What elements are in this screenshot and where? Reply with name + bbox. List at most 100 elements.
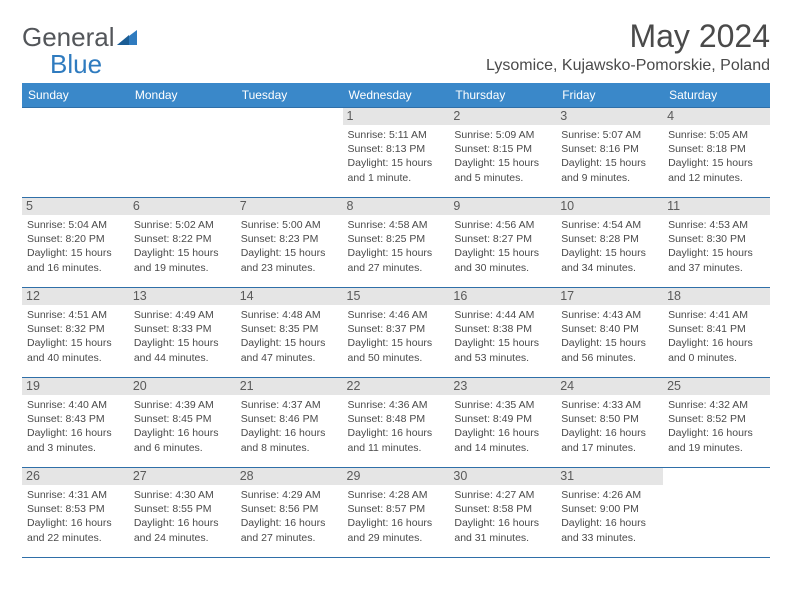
day-number: 19: [22, 378, 129, 395]
col-saturday: Saturday: [663, 83, 770, 108]
day-number: 22: [343, 378, 450, 395]
day-info: Sunrise: 4:43 AMSunset: 8:40 PMDaylight:…: [561, 308, 658, 365]
day-info: Sunrise: 4:51 AMSunset: 8:32 PMDaylight:…: [27, 308, 124, 365]
day-info: Sunrise: 4:58 AMSunset: 8:25 PMDaylight:…: [348, 218, 445, 275]
day-info: Sunrise: 4:49 AMSunset: 8:33 PMDaylight:…: [134, 308, 231, 365]
day-info: Sunrise: 4:26 AMSunset: 9:00 PMDaylight:…: [561, 488, 658, 545]
col-tuesday: Tuesday: [236, 83, 343, 108]
calendar-cell: 5 Sunrise: 5:04 AMSunset: 8:20 PMDaylight…: [22, 198, 129, 288]
brand-part2: Blue: [22, 49, 102, 79]
day-info: Sunrise: 4:39 AMSunset: 8:45 PMDaylight:…: [134, 398, 231, 455]
calendar-cell: 2 Sunrise: 5:09 AMSunset: 8:15 PMDaylight…: [449, 108, 556, 198]
day-number: 12: [22, 288, 129, 305]
day-number: 8: [343, 198, 450, 215]
day-info: Sunrise: 4:46 AMSunset: 8:37 PMDaylight:…: [348, 308, 445, 365]
day-info: Sunrise: 4:28 AMSunset: 8:57 PMDaylight:…: [348, 488, 445, 545]
day-info: Sunrise: 4:33 AMSunset: 8:50 PMDaylight:…: [561, 398, 658, 455]
day-info: Sunrise: 4:37 AMSunset: 8:46 PMDaylight:…: [241, 398, 338, 455]
day-number: 26: [22, 468, 129, 485]
calendar-cell: 12 Sunrise: 4:51 AMSunset: 8:32 PMDayligh…: [22, 288, 129, 378]
day-number: 21: [236, 378, 343, 395]
day-info: Sunrise: 4:32 AMSunset: 8:52 PMDaylight:…: [668, 398, 765, 455]
calendar-cell: 24 Sunrise: 4:33 AMSunset: 8:50 PMDayligh…: [556, 378, 663, 468]
calendar-cell: 25 Sunrise: 4:32 AMSunset: 8:52 PMDayligh…: [663, 378, 770, 468]
day-number: 2: [449, 108, 556, 125]
day-number: 5: [22, 198, 129, 215]
day-number: 9: [449, 198, 556, 215]
day-number: 4: [663, 108, 770, 125]
calendar-cell: 28 Sunrise: 4:29 AMSunset: 8:56 PMDayligh…: [236, 468, 343, 558]
calendar-cell: [22, 108, 129, 198]
day-number: 15: [343, 288, 450, 305]
calendar-cell: 22 Sunrise: 4:36 AMSunset: 8:48 PMDayligh…: [343, 378, 450, 468]
calendar-cell: 26 Sunrise: 4:31 AMSunset: 8:53 PMDayligh…: [22, 468, 129, 558]
day-info: Sunrise: 5:09 AMSunset: 8:15 PMDaylight:…: [454, 128, 551, 185]
day-number: 14: [236, 288, 343, 305]
col-sunday: Sunday: [22, 83, 129, 108]
calendar-cell: 19Sunrise: 4:40 AMSunset: 8:43 PMDayligh…: [22, 378, 129, 468]
day-number: 18: [663, 288, 770, 305]
day-info: Sunrise: 5:04 AMSunset: 8:20 PMDaylight:…: [27, 218, 124, 275]
day-number: 17: [556, 288, 663, 305]
day-number: 20: [129, 378, 236, 395]
day-number: 27: [129, 468, 236, 485]
day-info: Sunrise: 4:36 AMSunset: 8:48 PMDaylight:…: [348, 398, 445, 455]
day-number: 24: [556, 378, 663, 395]
header: General May 2024 Lysomice, Kujawsko-Pomo…: [22, 18, 770, 75]
calendar-cell: 31 Sunrise: 4:26 AMSunset: 9:00 PMDayligh…: [556, 468, 663, 558]
calendar-cell: 9Sunrise: 4:56 AMSunset: 8:27 PMDaylight…: [449, 198, 556, 288]
col-friday: Friday: [556, 83, 663, 108]
calendar-cell: 29Sunrise: 4:28 AMSunset: 8:57 PMDayligh…: [343, 468, 450, 558]
day-number: 31: [556, 468, 663, 485]
weekday-header-row: Sunday Monday Tuesday Wednesday Thursday…: [22, 83, 770, 108]
day-info: Sunrise: 5:05 AMSunset: 8:18 PMDaylight:…: [668, 128, 765, 185]
calendar-cell: 20 Sunrise: 4:39 AMSunset: 8:45 PMDayligh…: [129, 378, 236, 468]
day-info: Sunrise: 4:35 AMSunset: 8:49 PMDaylight:…: [454, 398, 551, 455]
day-info: Sunrise: 4:41 AMSunset: 8:41 PMDaylight:…: [668, 308, 765, 365]
day-info: Sunrise: 5:02 AMSunset: 8:22 PMDaylight:…: [134, 218, 231, 275]
day-number: 3: [556, 108, 663, 125]
location-text: Lysomice, Kujawsko-Pomorskie, Poland: [486, 57, 770, 75]
day-info: Sunrise: 4:54 AMSunset: 8:28 PMDaylight:…: [561, 218, 658, 275]
day-number: 28: [236, 468, 343, 485]
day-number: 30: [449, 468, 556, 485]
calendar-cell: 3 Sunrise: 5:07 AMSunset: 8:16 PMDaylight…: [556, 108, 663, 198]
calendar-cell: 11Sunrise: 4:53 AMSunset: 8:30 PMDayligh…: [663, 198, 770, 288]
day-number: 11: [663, 198, 770, 215]
col-monday: Monday: [129, 83, 236, 108]
calendar-cell: 4 Sunrise: 5:05 AMSunset: 8:18 PMDaylight…: [663, 108, 770, 198]
calendar-week-row: 5 Sunrise: 5:04 AMSunset: 8:20 PMDaylight…: [22, 198, 770, 288]
brand-triangle-icon: [117, 22, 139, 53]
calendar-table: Sunday Monday Tuesday Wednesday Thursday…: [22, 83, 770, 558]
day-info: Sunrise: 4:27 AMSunset: 8:58 PMDaylight:…: [454, 488, 551, 545]
calendar-cell: 8 Sunrise: 4:58 AMSunset: 8:25 PMDaylight…: [343, 198, 450, 288]
day-number: 1: [343, 108, 450, 125]
calendar-cell: 30 Sunrise: 4:27 AMSunset: 8:58 PMDayligh…: [449, 468, 556, 558]
day-number: 25: [663, 378, 770, 395]
calendar-cell: 17 Sunrise: 4:43 AMSunset: 8:40 PMDayligh…: [556, 288, 663, 378]
col-wednesday: Wednesday: [343, 83, 450, 108]
calendar-cell: 16Sunrise: 4:44 AMSunset: 8:38 PMDayligh…: [449, 288, 556, 378]
calendar-cell: 18 Sunrise: 4:41 AMSunset: 8:41 PMDayligh…: [663, 288, 770, 378]
day-info: Sunrise: 4:30 AMSunset: 8:55 PMDaylight:…: [134, 488, 231, 545]
title-block: May 2024 Lysomice, Kujawsko-Pomorskie, P…: [486, 18, 770, 75]
calendar-cell: 21 Sunrise: 4:37 AMSunset: 8:46 PMDayligh…: [236, 378, 343, 468]
calendar-cell: 6 Sunrise: 5:02 AMSunset: 8:22 PMDaylight…: [129, 198, 236, 288]
calendar-week-row: 1Sunrise: 5:11 AMSunset: 8:13 PMDaylight…: [22, 108, 770, 198]
calendar-page: General May 2024 Lysomice, Kujawsko-Pomo…: [0, 0, 792, 570]
calendar-cell: 13Sunrise: 4:49 AMSunset: 8:33 PMDayligh…: [129, 288, 236, 378]
month-title: May 2024: [486, 18, 770, 55]
col-thursday: Thursday: [449, 83, 556, 108]
day-number: 7: [236, 198, 343, 215]
day-info: Sunrise: 4:29 AMSunset: 8:56 PMDaylight:…: [241, 488, 338, 545]
day-info: Sunrise: 4:31 AMSunset: 8:53 PMDaylight:…: [27, 488, 124, 545]
calendar-cell: 14Sunrise: 4:48 AMSunset: 8:35 PMDayligh…: [236, 288, 343, 378]
day-number: 6: [129, 198, 236, 215]
day-info: Sunrise: 5:00 AMSunset: 8:23 PMDaylight:…: [241, 218, 338, 275]
day-info: Sunrise: 5:07 AMSunset: 8:16 PMDaylight:…: [561, 128, 658, 185]
calendar-cell: [663, 468, 770, 558]
day-number: 23: [449, 378, 556, 395]
calendar-cell: 1Sunrise: 5:11 AMSunset: 8:13 PMDaylight…: [343, 108, 450, 198]
brand-logo: General: [22, 18, 140, 53]
day-info: Sunrise: 4:44 AMSunset: 8:38 PMDaylight:…: [454, 308, 551, 365]
